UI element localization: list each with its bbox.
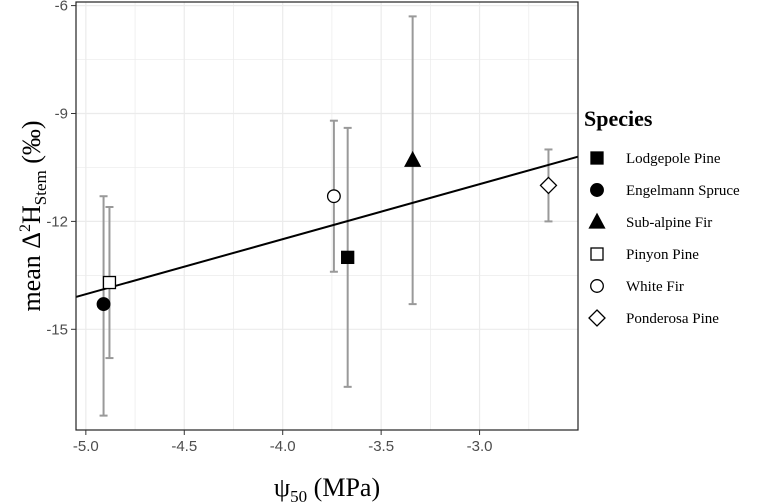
- data-point: [326, 189, 341, 204]
- legend: Species Lodgepole Pine Engelmann Spruce Su…: [584, 106, 740, 327]
- data-point: [102, 275, 117, 290]
- x-axis-symbol: ψ: [274, 473, 290, 502]
- x-tick-label: -5.0: [73, 438, 99, 455]
- legend-label: White Fir: [626, 279, 684, 295]
- panel-border: [75, 1, 579, 431]
- data-point: [404, 150, 422, 167]
- x-tick-label: -3.5: [368, 438, 394, 455]
- x-tick-label: -4.5: [171, 438, 197, 455]
- y-tick-label: -12: [46, 213, 68, 230]
- y-axis-prefix: mean Δ: [17, 232, 46, 312]
- y-axis-superscript: 2: [17, 224, 34, 232]
- y-axis-subscript: Stem: [31, 170, 50, 205]
- legend-key: [588, 212, 606, 229]
- legend-label: Sub-alpine Fir: [626, 215, 712, 231]
- x-axis-subscript: 50: [290, 487, 307, 504]
- y-axis-ticks: -15 -12 -9 -6: [46, 0, 76, 338]
- grid: [76, 2, 578, 430]
- x-axis-ticks: -5.0 -4.5 -4.0 -3.5 -3.0: [73, 430, 493, 455]
- legend-label: Ponderosa Pine: [626, 311, 719, 327]
- legend-key: [590, 279, 604, 293]
- legend-label: Lodgepole Pine: [626, 151, 721, 167]
- legend-key: [590, 247, 604, 261]
- data-point: [341, 250, 355, 265]
- legend-title: Species: [584, 106, 653, 131]
- y-axis-unit: (‰): [17, 120, 46, 170]
- legend-key: [590, 151, 604, 165]
- y-tick-label: -9: [55, 105, 68, 122]
- regression-line: [75, 155, 579, 298]
- data-point: [96, 297, 111, 312]
- y-tick-label: -6: [55, 0, 68, 15]
- legend-label: Pinyon Pine: [626, 247, 699, 263]
- y-axis-H: H: [17, 205, 46, 224]
- y-tick-label: -15: [46, 321, 68, 338]
- x-axis-title: ψ50 (MPa): [274, 473, 380, 504]
- x-axis-unit: (MPa): [307, 473, 380, 502]
- legend-key: [590, 183, 604, 197]
- data-point: [539, 176, 558, 195]
- x-tick-label: -4.0: [270, 438, 296, 455]
- x-tick-label: -3.0: [467, 438, 493, 455]
- y-axis-title: mean Δ2HStem (‰): [17, 120, 50, 311]
- error-bars: [99, 15, 553, 417]
- data-points: [96, 150, 558, 312]
- legend-label: Engelmann Spruce: [626, 183, 740, 199]
- legend-key: [588, 309, 606, 327]
